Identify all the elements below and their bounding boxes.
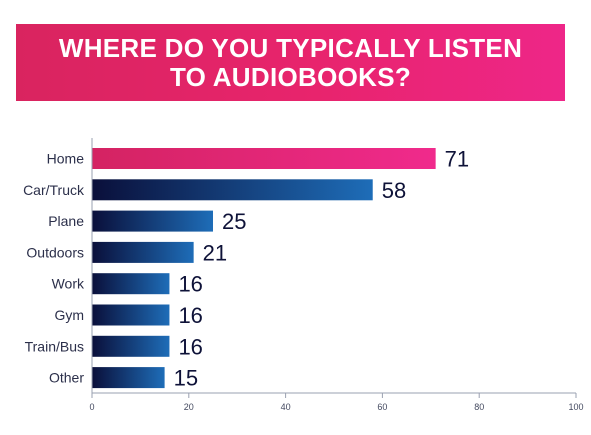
bar-car-truck	[92, 179, 373, 201]
value-label: 21	[203, 240, 227, 265]
category-label: Car/Truck	[23, 182, 85, 198]
x-tick-label: 80	[474, 402, 484, 412]
value-label: 71	[445, 147, 469, 172]
title-banner: WHERE DO YOU TYPICALLY LISTEN TO AUDIOBO…	[16, 24, 565, 101]
value-label: 25	[222, 209, 246, 234]
category-label: Train/Bus	[25, 338, 84, 354]
bar-gym	[92, 304, 170, 326]
bar-outdoors	[92, 241, 194, 263]
x-tick-label: 40	[281, 402, 291, 412]
category-label: Gym	[54, 307, 84, 323]
bar-plane	[92, 210, 213, 232]
category-label: Work	[52, 276, 85, 292]
x-tick-label: 60	[377, 402, 387, 412]
x-tick-label: 100	[568, 402, 583, 412]
value-label: 16	[178, 303, 202, 328]
x-tick-label: 20	[184, 402, 194, 412]
value-label: 16	[178, 334, 202, 359]
category-label: Home	[47, 151, 85, 167]
chart-title: WHERE DO YOU TYPICALLY LISTEN TO AUDIOBO…	[58, 32, 523, 92]
bar-train-bus	[92, 335, 170, 357]
bar-home	[92, 148, 436, 169]
category-label: Plane	[48, 213, 84, 229]
category-label: Other	[49, 370, 84, 386]
bar-work	[92, 273, 170, 295]
value-label: 15	[174, 366, 198, 391]
bar-other	[92, 367, 165, 389]
value-label: 16	[178, 272, 202, 297]
category-label: Outdoors	[26, 244, 84, 260]
value-label: 58	[382, 178, 406, 203]
x-tick-label: 0	[89, 402, 94, 412]
